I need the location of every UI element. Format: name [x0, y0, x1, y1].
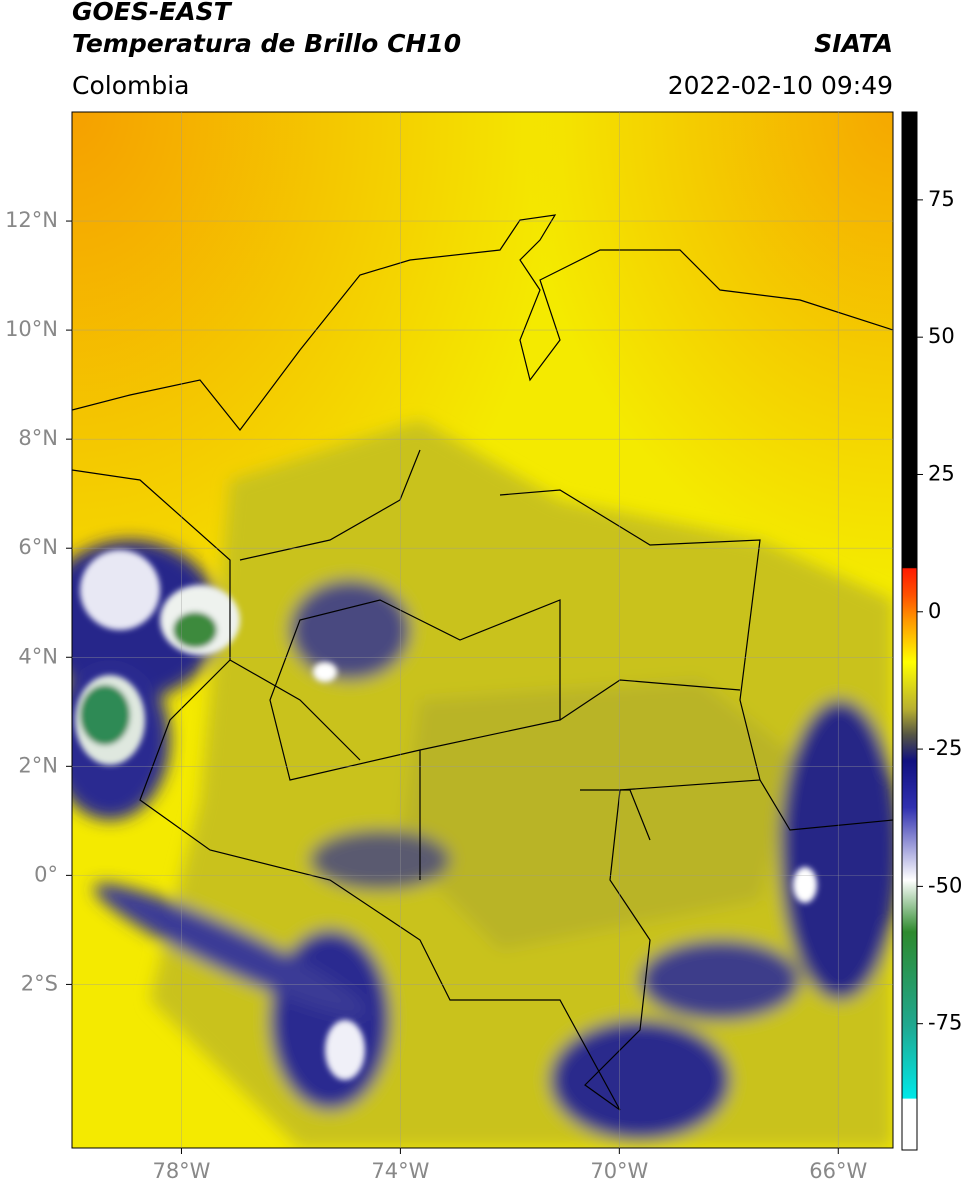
- region: Colombia: [72, 71, 189, 100]
- x-tick-label: 74°W: [371, 1159, 429, 1183]
- product: Temperatura de Brillo CH10: [72, 29, 461, 58]
- y-tick-label: 2°N: [18, 753, 58, 777]
- colorbar-tick-label: 50: [928, 324, 955, 348]
- y-tick-label: 4°N: [18, 644, 58, 668]
- y-tick-label: 0°: [34, 862, 58, 886]
- datetime: 2022-02-10 09:49: [668, 71, 893, 100]
- borders: [72, 214, 893, 1111]
- colorbar-tick-label: 0: [928, 599, 941, 623]
- colorbar: [901, 111, 918, 1151]
- y-tick-label: 8°N: [18, 426, 58, 450]
- source: SIATA: [814, 29, 893, 58]
- colorbar-tick-label: -25: [928, 736, 962, 760]
- map-frame: [71, 111, 894, 1149]
- y-tick-label: 10°N: [5, 317, 58, 341]
- colorbar-tick-label: 75: [928, 187, 955, 211]
- x-tick-label: 66°W: [809, 1159, 867, 1183]
- y-tick-label: 2°S: [21, 971, 58, 995]
- colorbar-tick-label: -50: [928, 873, 962, 897]
- colorbar-tick-label: -75: [928, 1011, 962, 1035]
- satellite: GOES-EAST: [72, 0, 233, 26]
- x-tick-label: 78°W: [152, 1159, 210, 1183]
- colorbar-tick-label: 25: [928, 461, 955, 485]
- y-tick-label: 12°N: [5, 208, 58, 232]
- y-tick-label: 6°N: [18, 535, 58, 559]
- x-tick-label: 70°W: [590, 1159, 648, 1183]
- satellite-image: [72, 112, 893, 1148]
